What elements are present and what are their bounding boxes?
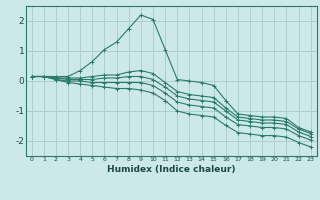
X-axis label: Humidex (Indice chaleur): Humidex (Indice chaleur): [107, 165, 236, 174]
